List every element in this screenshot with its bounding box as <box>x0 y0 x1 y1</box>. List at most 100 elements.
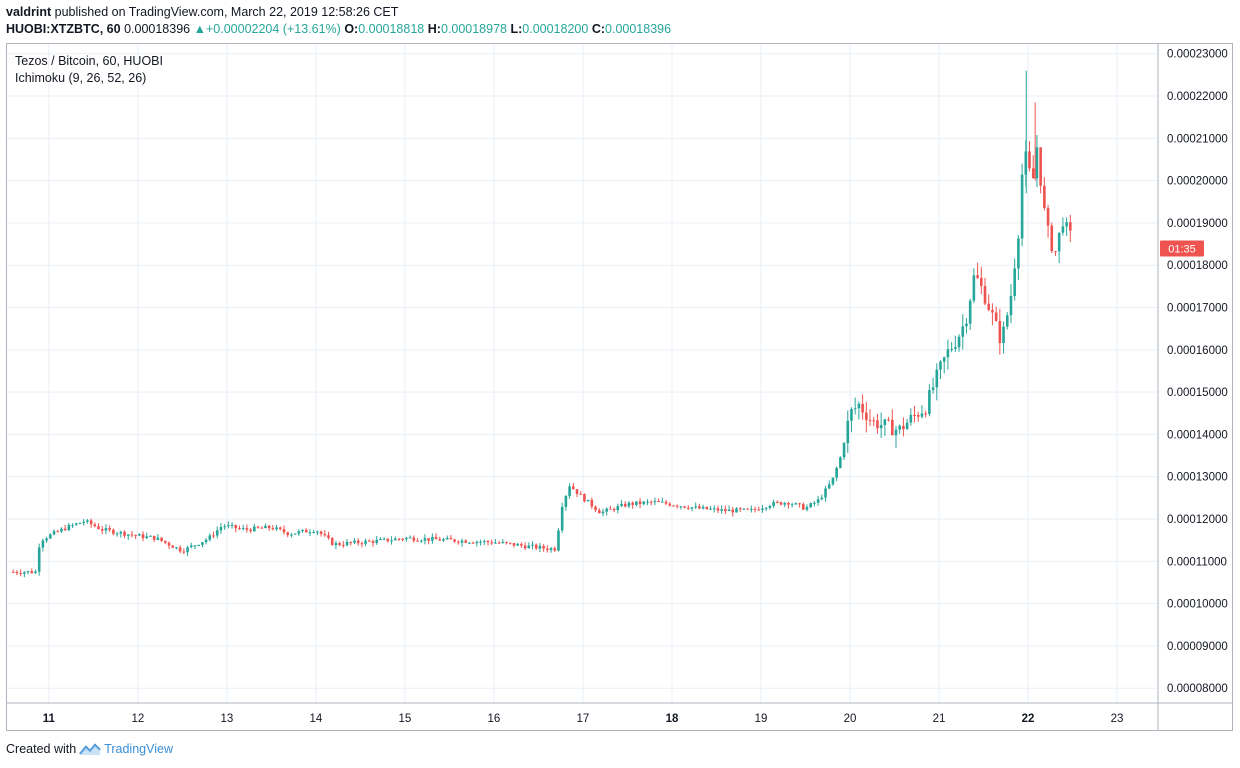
candle-body <box>620 503 623 507</box>
candle-body <box>1061 226 1065 233</box>
price-tick-label: 0.00018000 <box>1167 260 1228 272</box>
candle-body <box>523 545 527 549</box>
candle-body <box>564 496 568 507</box>
candle-body <box>71 524 74 526</box>
candle-body <box>312 532 315 534</box>
close-label: C: <box>591 22 606 36</box>
time-tick-label: 21 <box>933 713 946 725</box>
candle-body <box>67 524 71 531</box>
price-tick-label: 0.00019000 <box>1167 218 1228 230</box>
candle-body <box>63 528 67 531</box>
candle-body <box>594 506 597 511</box>
price-tick-label: 0.00020000 <box>1167 176 1228 188</box>
candle-body <box>920 413 924 417</box>
publish-line: valdrint published on TradingView.com, M… <box>6 5 398 19</box>
candle-body <box>486 541 490 543</box>
candle-body <box>831 477 835 485</box>
high-value: 0.00018978 <box>440 22 507 36</box>
last-price: 0.00018396 <box>124 22 191 36</box>
legend-pair[interactable]: Tezos / Bitcoin, 60, HUOBI <box>15 54 163 68</box>
candle-body <box>471 542 475 544</box>
candle-body <box>453 539 456 542</box>
candle-body <box>316 531 319 533</box>
candle-body <box>924 413 927 415</box>
candle-body <box>623 503 627 507</box>
candle-body <box>638 501 642 505</box>
candle-body <box>790 504 794 506</box>
candle-body <box>542 545 545 549</box>
candle-body <box>45 538 48 541</box>
candle-body <box>1069 222 1072 231</box>
candle-body <box>100 529 104 531</box>
candle-body <box>694 506 698 508</box>
candle-body <box>538 545 542 549</box>
price-tick-label: 0.00022000 <box>1167 91 1228 103</box>
candle-body <box>323 533 327 536</box>
candle-body <box>445 537 449 540</box>
candle-body <box>675 505 679 507</box>
candle-body <box>416 540 419 542</box>
candle-body <box>686 507 690 509</box>
candle-body <box>193 545 197 547</box>
candle-body <box>497 542 501 544</box>
candle-body <box>267 525 271 529</box>
candle-body <box>19 573 22 575</box>
candle-body <box>668 503 672 506</box>
candle-body <box>761 508 764 511</box>
candle-body <box>479 541 482 543</box>
candle-body <box>998 320 1002 344</box>
candle-body <box>950 348 953 350</box>
candle-body <box>742 508 746 510</box>
candle-body <box>330 537 334 546</box>
tradingview-brand[interactable]: TradingView <box>104 742 173 756</box>
candle-body <box>34 571 37 574</box>
author-name[interactable]: valdrint <box>6 5 52 19</box>
price-tick-label: 0.00010000 <box>1167 599 1228 611</box>
candle-body <box>961 326 965 337</box>
candle-body <box>304 529 308 533</box>
candle-body <box>794 503 798 505</box>
candle-body <box>516 544 519 546</box>
low-value: 0.00018200 <box>522 22 589 36</box>
candle-body <box>738 508 742 510</box>
candle-body <box>560 506 564 531</box>
candle-body <box>123 531 126 536</box>
price-tick-label: 0.00009000 <box>1167 641 1228 653</box>
candle-body <box>527 545 531 549</box>
candle-body <box>223 526 226 528</box>
candle-body <box>208 535 212 540</box>
candle-body <box>520 544 523 546</box>
candle-body <box>457 541 460 543</box>
candle-body <box>894 429 898 436</box>
candle-body <box>768 505 772 508</box>
legend-indicator[interactable]: Ichimoku (9, 26, 52, 26) <box>15 71 147 85</box>
published-text: published on TradingView.com, March 22, … <box>54 5 399 19</box>
candle-body <box>965 323 968 327</box>
candle-body <box>26 571 30 573</box>
current-price-tag[interactable] <box>1160 240 1204 257</box>
candle-body <box>928 390 931 414</box>
candle-body <box>942 357 946 362</box>
candle-body <box>449 537 453 540</box>
candle-body <box>412 537 416 541</box>
candle-body <box>37 547 41 572</box>
candle-body <box>278 527 282 530</box>
candle-body <box>994 312 998 321</box>
candle-body <box>579 493 583 495</box>
candle-body <box>60 528 63 532</box>
candle-body <box>909 414 913 423</box>
candle-body <box>171 545 175 548</box>
candle-body <box>1057 232 1061 252</box>
candle-body <box>716 508 720 511</box>
candle-body <box>1020 174 1024 239</box>
candle-body <box>649 501 653 503</box>
candle-body <box>846 420 850 444</box>
candle-body <box>245 528 249 530</box>
candle-body <box>1054 251 1057 253</box>
time-tick-label: 20 <box>844 713 857 725</box>
candle-body <box>368 540 371 542</box>
candle-body <box>772 501 775 506</box>
candle-body <box>983 286 987 304</box>
candle-body <box>419 540 423 542</box>
